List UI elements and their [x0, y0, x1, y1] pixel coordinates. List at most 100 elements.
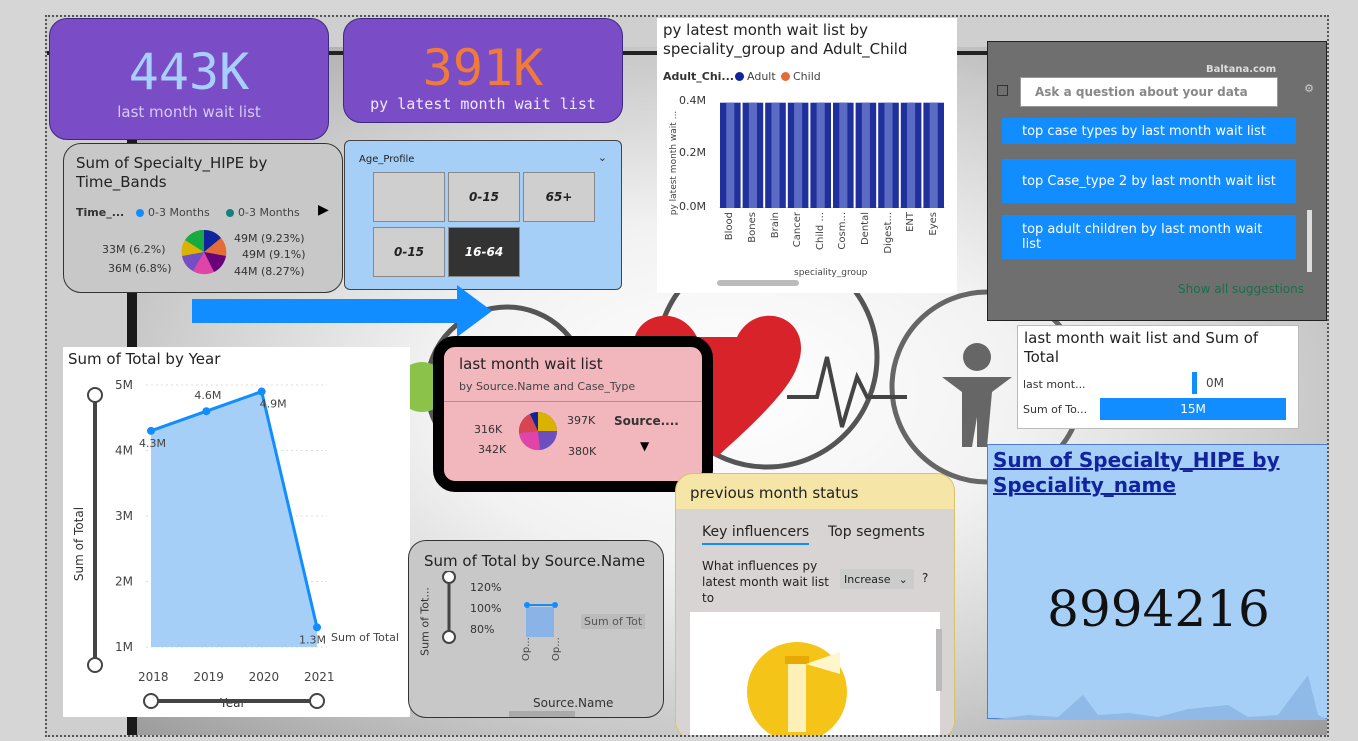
vertical-scrollbar[interactable] — [1307, 210, 1312, 272]
bar-chart-panel[interactable]: py latest month wait list by speciality_… — [657, 18, 957, 293]
slicer-tile[interactable]: 0-15 — [448, 172, 520, 222]
data-point[interactable] — [202, 407, 211, 416]
pie-slice — [204, 229, 221, 252]
influencer-question: What influences py latest month wait lis… — [702, 559, 829, 605]
legend-item: Child — [781, 70, 821, 83]
settings-icon[interactable]: ⚙ — [1304, 82, 1314, 95]
x-axis-ticks: Blood Bones Brain Cancer Child ... Cosm... Den… — [719, 210, 945, 270]
chart-title: Sum of Total by Source.Name — [424, 552, 646, 570]
chevron-right-icon[interactable]: ▶ — [318, 202, 329, 218]
card-value: 8994216 — [1047, 580, 1270, 638]
slicer-title: Age_Profile — [359, 154, 415, 165]
show-all-link[interactable]: Show all suggestions — [1178, 282, 1304, 296]
y-tick: 1M — [115, 640, 133, 654]
data-point[interactable] — [313, 623, 321, 632]
pie-slice — [185, 229, 204, 252]
pie-label: 36M (6.8%) — [108, 262, 172, 275]
caret-down-icon[interactable]: ▼ — [640, 439, 650, 453]
suggestion-button[interactable]: top case types by last month wait list — [1002, 118, 1296, 144]
pie-time-bands-panel[interactable]: Sum of Specialty_HIPE by Time_Bands Time… — [63, 143, 343, 293]
age-profile-slicer[interactable]: Age_Profile ⌄ 0-15 65+ 0-15 16-64 — [344, 140, 622, 290]
source-bar[interactable] — [524, 601, 560, 637]
pie-slice — [530, 412, 538, 431]
bar-highlight — [884, 102, 893, 208]
pie-slice — [181, 240, 204, 256]
y-tick: 4M — [115, 444, 133, 458]
pie-chart[interactable] — [518, 411, 558, 451]
combo-bar-panel[interactable]: last month wait list and Sum of Total la… — [1017, 325, 1299, 429]
pie-slice — [182, 252, 204, 271]
specialty-card[interactable]: Sum of Specialty_HIPE by Speciality_name… — [987, 444, 1327, 720]
y-tick: 120% — [470, 581, 502, 594]
pie-label: 49M (9.23%) — [234, 232, 305, 245]
suggestion-button[interactable]: top adult children by last month wait li… — [1002, 215, 1296, 259]
y-tick: 80% — [470, 623, 495, 636]
horizontal-scrollbar[interactable] — [717, 280, 799, 286]
y-tick: 5M — [115, 378, 133, 392]
help-icon[interactable]: ? — [922, 571, 929, 585]
x-tick: 2018 — [138, 670, 169, 684]
pie-chart[interactable] — [181, 229, 227, 275]
pie-slice — [204, 238, 227, 256]
data-label: 4.6M — [194, 389, 221, 402]
slicer-tile[interactable] — [373, 172, 445, 222]
pie-slice — [518, 414, 538, 433]
pie-slice — [193, 252, 214, 275]
slider-handle — [87, 657, 103, 673]
combo-bar[interactable] — [1192, 372, 1197, 394]
kpi-card-last-month[interactable]: 443K last month wait list — [49, 18, 329, 140]
tab-top-segments[interactable]: Top segments — [828, 524, 925, 540]
slicer-tile-selected[interactable]: 16-64 — [448, 227, 520, 277]
line-plot[interactable]: 5M 4M 3M 2M 1M 4.3M 4.6M 4.9M 1.3M Sum of Total 20… — [63, 347, 410, 717]
slider-handle — [143, 693, 159, 709]
brand-watermark: Baltana.com — [1206, 64, 1277, 75]
data-point[interactable] — [147, 426, 155, 435]
pie-slice — [519, 431, 540, 451]
y-range-slider[interactable] — [439, 571, 459, 651]
slicer-tile[interactable]: 65+ — [523, 172, 595, 222]
legend-item: 0-3 Months — [136, 206, 210, 219]
bar-highlight — [861, 102, 870, 208]
legend-title: Time_... — [76, 206, 125, 219]
bar-highlight — [771, 102, 780, 208]
y-tick: 2M — [115, 575, 133, 589]
y-axis-label: py latest month wait ... — [669, 110, 679, 216]
combo-bar[interactable]: 15M — [1100, 398, 1286, 420]
bar-highlight — [726, 102, 735, 208]
legend-item: Adult — [735, 70, 776, 83]
panel-title: previous month status — [690, 484, 859, 502]
increase-dropdown[interactable]: Increase ⌄ — [840, 569, 914, 589]
suggestion-button[interactable]: top Case_type 2 by last month wait list — [1002, 159, 1296, 203]
divider — [444, 401, 702, 402]
slicer-tile[interactable]: 0-15 — [373, 227, 445, 277]
data-point[interactable] — [257, 387, 266, 396]
data-label: 4.3M — [139, 437, 166, 450]
pie-label: 316K — [474, 423, 503, 436]
bar-plot[interactable] — [719, 98, 945, 208]
chart-title: last month wait list and Sum of Total — [1024, 329, 1259, 366]
pie-slice — [538, 431, 558, 450]
qa-input[interactable]: Ask a question about your data — [1020, 77, 1278, 107]
lighthouse-icon — [747, 642, 847, 735]
kpi-card-py-latest[interactable]: 391K py latest month wait list — [343, 18, 623, 123]
pie-label: 33M (6.2%) — [102, 243, 166, 256]
vertical-scrollbar[interactable] — [936, 629, 942, 691]
tab-key-influencers[interactable]: Key influencers — [702, 524, 810, 545]
series-label: Sum of Total — [331, 631, 399, 644]
x-tick: Dental — [859, 212, 871, 246]
x-axis-label: Source.Name — [533, 696, 614, 710]
chevron-down-icon[interactable]: ⌄ — [597, 151, 607, 164]
bar-value: 0M — [1206, 376, 1224, 390]
kpi-value: 443K — [128, 43, 250, 101]
pie-source-panel[interactable]: last month wait list by Source.Name and … — [433, 336, 713, 492]
qa-panel[interactable]: □ Ask a question about your data Baltana… — [987, 41, 1327, 321]
y-tick: 0.0M — [679, 200, 706, 213]
horizontal-scrollbar[interactable] — [509, 711, 575, 717]
line-chart-panel[interactable]: Sum of Total by Year Sum of Total Year 5… — [63, 347, 410, 717]
x-tick: Cancer — [792, 212, 804, 248]
key-influencers-panel[interactable]: previous month status Key influencers To… — [675, 473, 955, 735]
source-chart-panel[interactable]: Sum of Total by Source.Name Sum of Tot..… — [408, 540, 664, 718]
combo-bars[interactable]: 15M 0M — [1100, 372, 1290, 424]
sparkline-background — [988, 675, 1327, 720]
card-title: Sum of Specialty_HIPE by Speciality_name — [993, 448, 1280, 497]
